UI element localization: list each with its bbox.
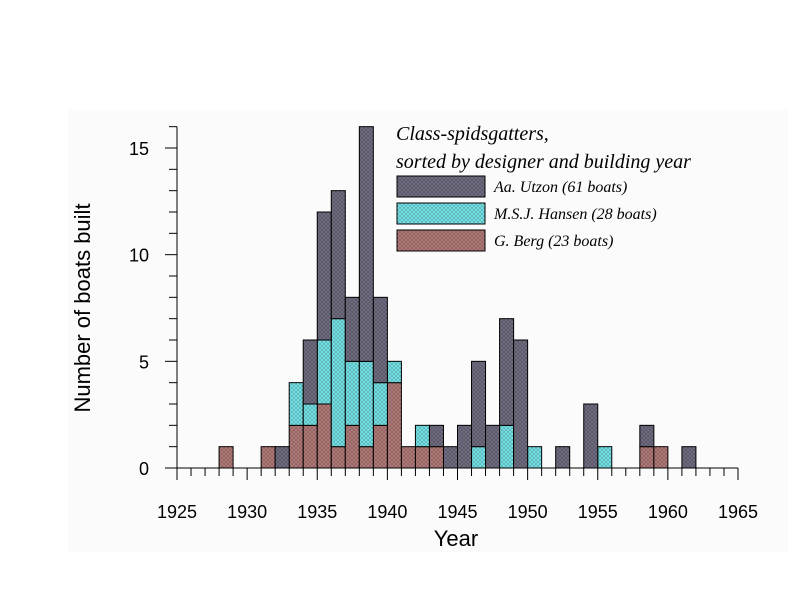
bar-texture-aa-utzon-1932 bbox=[275, 446, 290, 468]
y-axis-label: Number of boats built bbox=[70, 203, 95, 412]
x-tick-label-1950: 1950 bbox=[508, 502, 548, 522]
y-tick-label-10: 10 bbox=[129, 246, 149, 266]
x-tick-label-1960: 1960 bbox=[648, 502, 688, 522]
bar-texture-m-s-j-hansen-1942 bbox=[415, 425, 430, 447]
bar-texture-aa-utzon-1938 bbox=[359, 126, 374, 362]
x-tick-label-1945: 1945 bbox=[437, 502, 477, 522]
bar-texture-m-s-j-hansen-1937 bbox=[345, 361, 360, 426]
bar-texture-g-berg-1959 bbox=[653, 446, 668, 468]
bar-texture-g-berg-1938 bbox=[359, 446, 374, 468]
x-tick-label-1955: 1955 bbox=[578, 502, 618, 522]
bar-texture-aa-utzon-1935 bbox=[317, 212, 332, 340]
x-tick-label-1935: 1935 bbox=[297, 502, 337, 522]
x-tick-label-1925: 1925 bbox=[157, 502, 197, 522]
bar-texture-m-s-j-hansen-1948 bbox=[499, 425, 514, 468]
bar-texture-g-berg-1939 bbox=[373, 425, 388, 468]
legend-label-g-berg: G. Berg (23 boats) bbox=[494, 233, 613, 250]
legend-label-m-s-j-hansen: M.S.J. Hansen (28 boats) bbox=[493, 206, 657, 223]
x-tick-label-1965: 1965 bbox=[718, 502, 758, 522]
bar-texture-g-berg-1933 bbox=[289, 425, 304, 468]
bar-texture-aa-utzon-1949 bbox=[513, 340, 528, 468]
bar-texture-aa-utzon-1947 bbox=[485, 425, 500, 468]
legend-items: Aa. Utzon (61 boats) M.S.J. Hansen (28 bo… bbox=[396, 175, 657, 252]
bar-texture-g-berg-1943 bbox=[429, 446, 444, 468]
bar-texture-aa-utzon-1943 bbox=[429, 425, 444, 447]
bar-texture-m-s-j-hansen-1933 bbox=[289, 382, 304, 426]
bar-texture-m-s-j-hansen-1940 bbox=[387, 361, 402, 383]
bar-texture-g-berg-1931 bbox=[261, 446, 276, 468]
bar-texture-aa-utzon-1954 bbox=[583, 404, 598, 468]
bar-texture-g-berg-1934 bbox=[303, 425, 318, 468]
bar-texture-m-s-j-hansen-1946 bbox=[471, 446, 486, 468]
x-tick-label-1940: 1940 bbox=[367, 502, 407, 522]
x-axis-label: Year bbox=[434, 526, 478, 551]
bar-texture-aa-utzon-1952 bbox=[555, 446, 570, 468]
bar-texture-m-s-j-hansen-1939 bbox=[373, 382, 388, 426]
axes-group: 1925 1930 1935 1940 1945 1950 1955 1960 1965 0 5 10… bbox=[129, 126, 758, 522]
bar-texture-m-s-j-hansen-1936 bbox=[331, 318, 346, 447]
legend-title-line-2: sorted by designer and building year bbox=[396, 151, 691, 173]
legend: Class-spidsgatters, sorted by designer a… bbox=[396, 123, 691, 252]
bar-texture-g-berg-1941 bbox=[401, 446, 416, 468]
bar-texture-aa-utzon-1948 bbox=[499, 318, 514, 426]
bar-texture-aa-utzon-1936 bbox=[331, 190, 346, 319]
bar-texture-aa-utzon-1939 bbox=[373, 297, 388, 383]
legend-title-line-1: Class-spidsgatters, bbox=[396, 123, 549, 145]
y-tick-label-0: 0 bbox=[139, 459, 149, 479]
bar-texture-g-berg-1940 bbox=[387, 382, 402, 468]
bar-texture-aa-utzon-1934 bbox=[303, 340, 318, 404]
bar-texture-aa-utzon-1945 bbox=[457, 425, 472, 468]
bar-texture-g-berg-1936 bbox=[331, 446, 346, 468]
x-tick-label-1930: 1930 bbox=[227, 502, 267, 522]
y-tick-label-5: 5 bbox=[139, 352, 149, 372]
bar-texture-aa-utzon-1937 bbox=[345, 297, 360, 362]
bar-texture-aa-utzon-1958 bbox=[639, 425, 654, 447]
bar-texture-g-berg-1935 bbox=[317, 404, 332, 468]
bar-texture-m-s-j-hansen-1938 bbox=[359, 361, 374, 447]
bar-texture-m-s-j-hansen-1935 bbox=[317, 340, 332, 404]
bar-texture-g-berg-1958 bbox=[639, 446, 654, 468]
legend-swatch-texture-aa-utzon bbox=[397, 176, 485, 197]
bar-texture-aa-utzon-1946 bbox=[471, 361, 486, 447]
bar-texture-m-s-j-hansen-1955 bbox=[597, 446, 612, 468]
legend-swatch-texture-g-berg bbox=[397, 230, 485, 251]
bars-group bbox=[218, 126, 697, 469]
bar-texture-g-berg-1937 bbox=[345, 425, 360, 468]
bar-texture-aa-utzon-1961 bbox=[681, 446, 696, 468]
bar-texture-m-s-j-hansen-1934 bbox=[303, 404, 318, 426]
y-tick-label-15: 15 bbox=[129, 139, 149, 159]
legend-label-aa-utzon: Aa. Utzon (61 boats) bbox=[493, 179, 627, 196]
bar-texture-g-berg-1928 bbox=[219, 446, 234, 468]
bar-texture-m-s-j-hansen-1950 bbox=[527, 446, 542, 468]
bar-texture-g-berg-1942 bbox=[415, 446, 430, 468]
legend-swatch-texture-m-s-j-hansen bbox=[397, 203, 485, 224]
bar-texture-aa-utzon-1944 bbox=[443, 446, 458, 468]
